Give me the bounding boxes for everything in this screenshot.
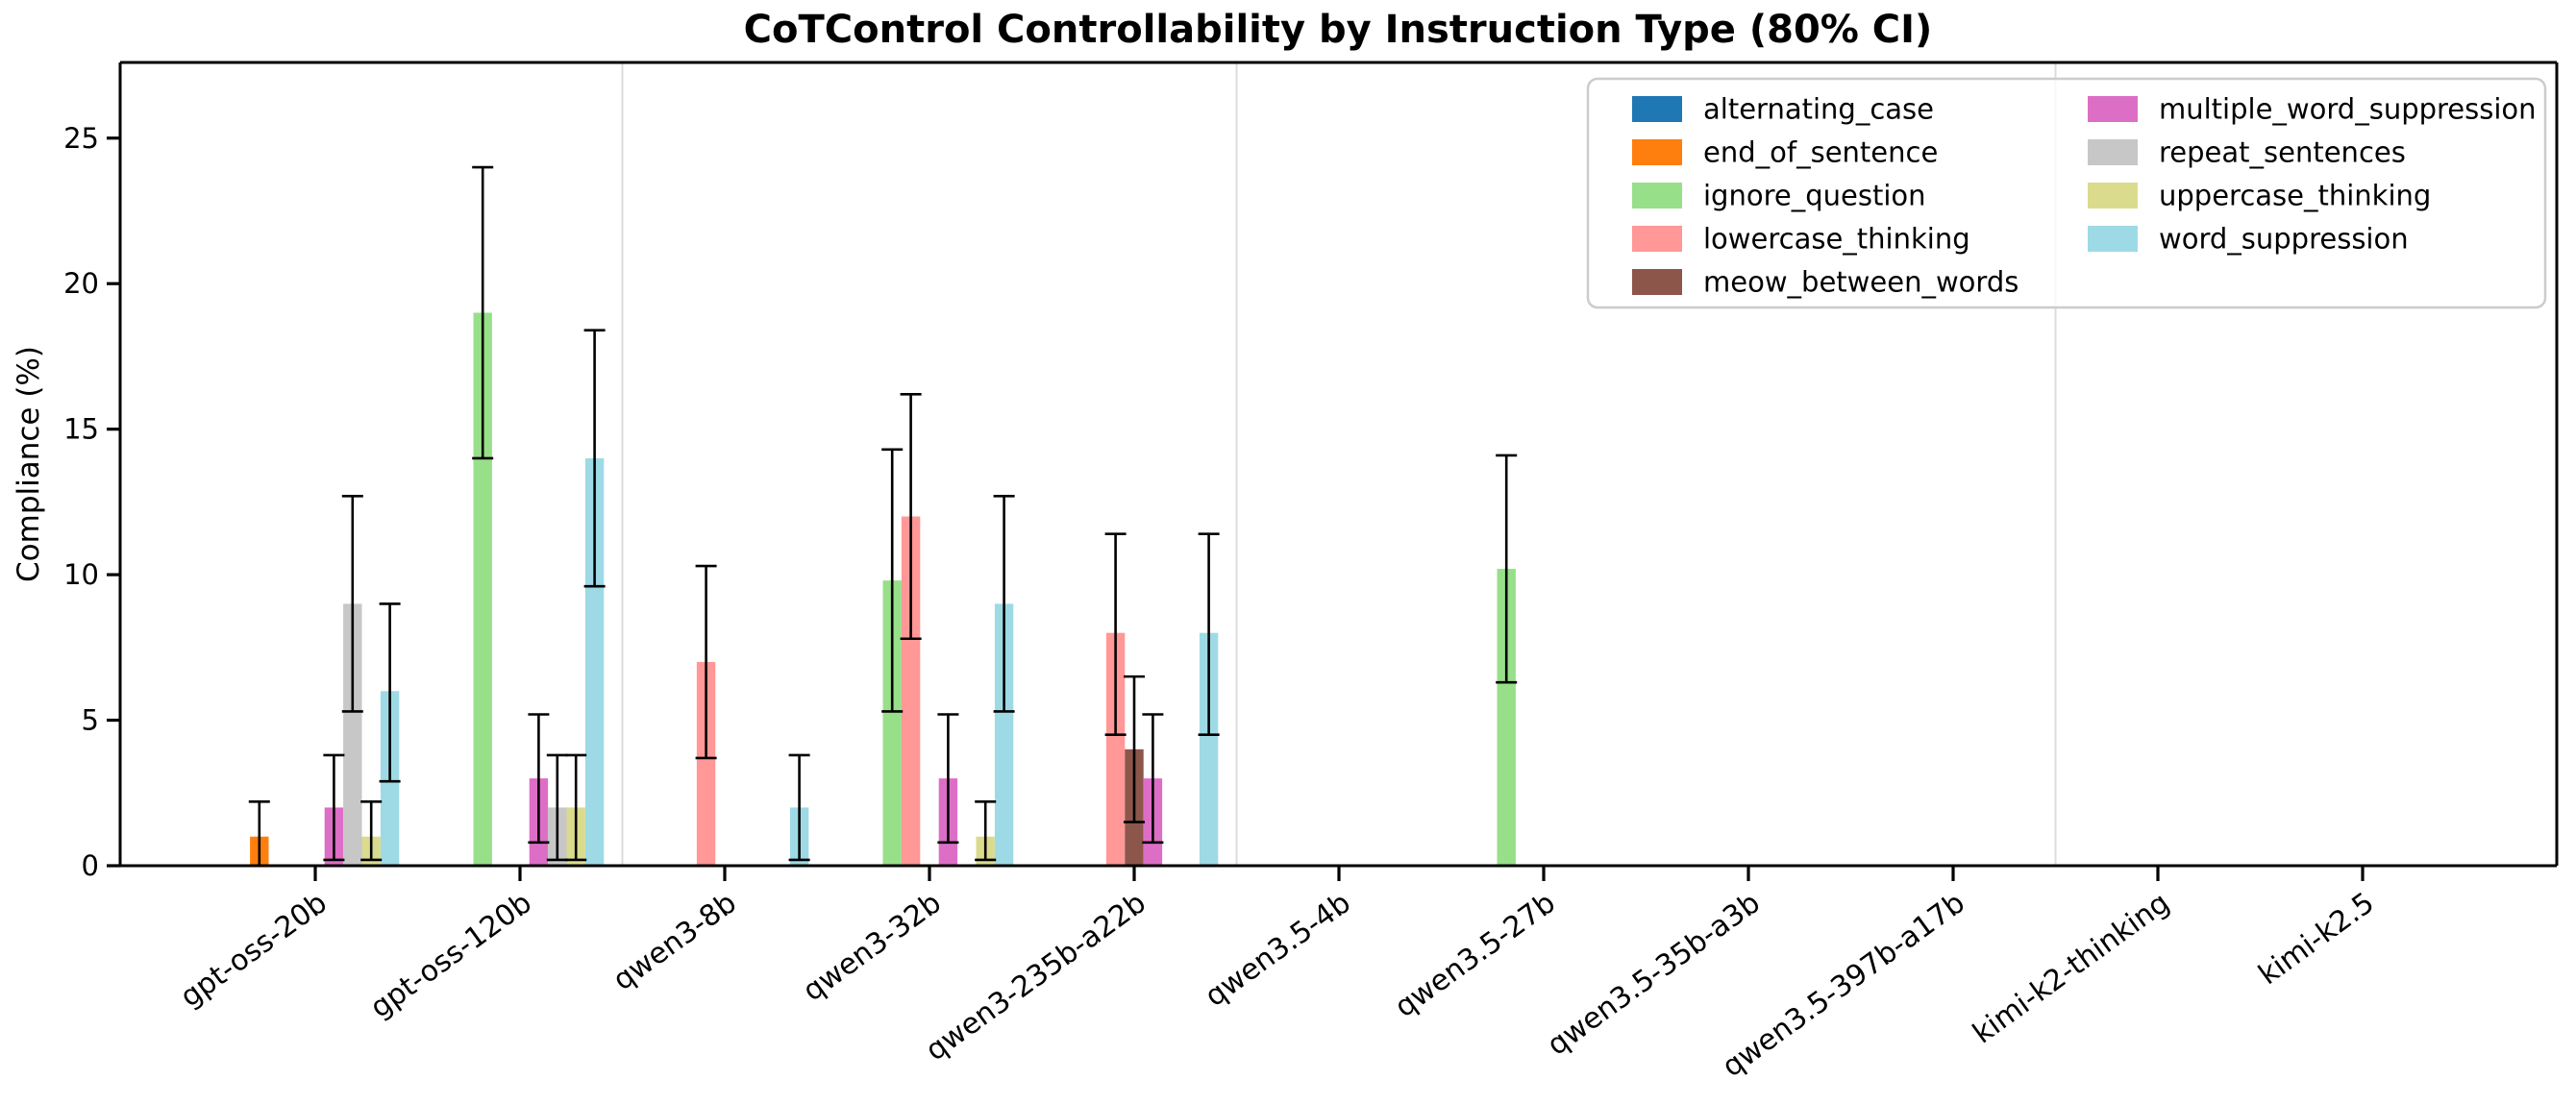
error-bar-lowercase_thinking-qwen3-235b-a22b xyxy=(1104,532,1127,736)
legend-swatch-alternating_case xyxy=(1632,96,1682,122)
legend-label: uppercase_thinking xyxy=(2159,180,2431,212)
y-tick-label: 0 xyxy=(82,849,99,882)
legend-swatch-ignore_question xyxy=(1632,183,1682,209)
x-tick-label-kimi-k2.5: kimi-k2.5 xyxy=(2253,886,2381,992)
y-tick-label: 20 xyxy=(63,267,99,300)
x-tick-label-qwen3.5-35b-a3b: qwen3.5-35b-a3b xyxy=(1541,886,1766,1063)
legend-item-repeat_sentences: repeat_sentences xyxy=(2088,136,2406,169)
error-bar-uppercase_thinking-gpt-oss-120b xyxy=(565,753,587,862)
x-tick-label-qwen3-32b: qwen3-32b xyxy=(797,886,948,1008)
legend: alternating_case end_of_sentence ignore_qu… xyxy=(1586,77,2547,309)
bar-ignore_question-qwen3-32b xyxy=(882,580,902,866)
bar-lowercase_thinking-qwen3-32b xyxy=(901,516,921,866)
error-bar-repeat_sentences-gpt-oss-20b xyxy=(341,495,363,713)
error-bar-ignore_question-gpt-oss-120b xyxy=(472,165,494,460)
error-bar-uppercase_thinking-gpt-oss-20b xyxy=(360,800,383,862)
legend-swatch-end_of_sentence xyxy=(1632,139,1682,165)
bar-lowercase_thinking-qwen3-235b-a22b xyxy=(1105,632,1126,866)
x-tick-label-gpt-oss-20b: gpt-oss-20b xyxy=(174,886,333,1014)
error-bar-multiple_word_suppression-gpt-oss-20b xyxy=(323,753,345,862)
legend-label: alternating_case xyxy=(1703,93,1934,126)
error-bar-ignore_question-qwen3.5-27b xyxy=(1496,454,1518,684)
error-bar-word_suppression-qwen3-8b xyxy=(788,753,810,862)
legend-item-lowercase_thinking: lowercase_thinking xyxy=(1632,223,1970,256)
y-tick-label: 5 xyxy=(82,704,99,737)
y-tick-label: 15 xyxy=(63,413,99,446)
legend-label: multiple_word_suppression xyxy=(2159,93,2537,126)
bar-word_suppression-qwen3-235b-a22b xyxy=(1199,632,1219,866)
y-tick-label: 25 xyxy=(63,122,99,155)
error-bar-word_suppression-qwen3-235b-a22b xyxy=(1198,532,1220,736)
x-tick-label-qwen3-8b: qwen3-8b xyxy=(607,886,743,997)
legend-swatch-repeat_sentences xyxy=(2088,139,2138,165)
bar-word_suppression-gpt-oss-120b xyxy=(584,457,605,866)
error-bar-end_of_sentence-gpt-oss-20b xyxy=(248,800,270,866)
error-bar-multiple_word_suppression-qwen3-32b xyxy=(937,713,959,845)
x-tick-label-qwen3.5-27b: qwen3.5-27b xyxy=(1389,886,1562,1024)
error-bar-word_suppression-qwen3-32b xyxy=(993,495,1015,713)
bar-word_suppression-qwen3-32b xyxy=(994,603,1014,866)
legend-swatch-meow_between_words xyxy=(1632,269,1682,295)
error-bar-ignore_question-qwen3-32b xyxy=(881,448,904,713)
error-bar-repeat_sentences-gpt-oss-120b xyxy=(546,753,568,862)
legend-frame xyxy=(1586,77,2547,309)
legend-swatch-uppercase_thinking xyxy=(2088,183,2138,209)
error-bar-uppercase_thinking-qwen3-32b xyxy=(975,800,997,862)
legend-item-meow_between_words: meow_between_words xyxy=(1632,266,2019,299)
legend-label: meow_between_words xyxy=(1703,266,2019,299)
error-bars-layer xyxy=(248,165,1518,866)
legend-item-multiple_word_suppression: multiple_word_suppression xyxy=(2088,93,2537,126)
error-bar-multiple_word_suppression-gpt-oss-120b xyxy=(528,713,550,845)
legend-item-uppercase_thinking: uppercase_thinking xyxy=(2088,180,2431,212)
error-bar-meow_between_words-qwen3-235b-a22b xyxy=(1124,675,1145,823)
legend-swatch-multiple_word_suppression xyxy=(2088,96,2138,122)
error-bar-word_suppression-gpt-oss-120b xyxy=(583,329,606,588)
legend-item-end_of_sentence: end_of_sentence xyxy=(1632,136,1938,169)
error-bar-lowercase_thinking-qwen3-32b xyxy=(900,393,922,641)
bar-ignore_question-qwen3.5-27b xyxy=(1497,569,1516,866)
legend-swatch-lowercase_thinking xyxy=(1632,226,1682,252)
y-tick-label: 10 xyxy=(63,558,99,591)
x-tick-label-qwen3-235b-a22b: qwen3-235b-a22b xyxy=(920,886,1152,1067)
bar-ignore_question-gpt-oss-120b xyxy=(473,312,492,866)
error-bar-multiple_word_suppression-qwen3-235b-a22b xyxy=(1142,713,1164,845)
legend-swatch-word_suppression xyxy=(2088,226,2138,252)
x-tick-label-qwen3.5-4b: qwen3.5-4b xyxy=(1199,886,1356,1014)
legend-label: end_of_sentence xyxy=(1703,136,1938,169)
legend-label: lowercase_thinking xyxy=(1703,223,1970,256)
error-bar-lowercase_thinking-qwen3-8b xyxy=(695,564,717,760)
legend-item-word_suppression: word_suppression xyxy=(2088,223,2409,256)
bars-layer xyxy=(250,312,1516,866)
bar-repeat_sentences-gpt-oss-20b xyxy=(343,603,362,866)
x-tick-label-kimi-k2-thinking: kimi-k2-thinking xyxy=(1967,886,2175,1050)
legend-item-ignore_question: ignore_question xyxy=(1632,180,1926,212)
bar-lowercase_thinking-qwen3-8b xyxy=(696,661,716,866)
y-axis-label: Compliance (%) xyxy=(12,346,46,582)
legend-item-alternating_case: alternating_case xyxy=(1632,93,1934,126)
chart-title: CoTControl Controllability by Instructio… xyxy=(744,8,1933,52)
legend-label: ignore_question xyxy=(1703,180,1926,212)
legend-label: repeat_sentences xyxy=(2159,136,2406,169)
error-bar-word_suppression-gpt-oss-20b xyxy=(379,602,401,783)
legend-label: word_suppression xyxy=(2159,223,2409,256)
x-tick-label-gpt-oss-120b: gpt-oss-120b xyxy=(364,886,538,1025)
